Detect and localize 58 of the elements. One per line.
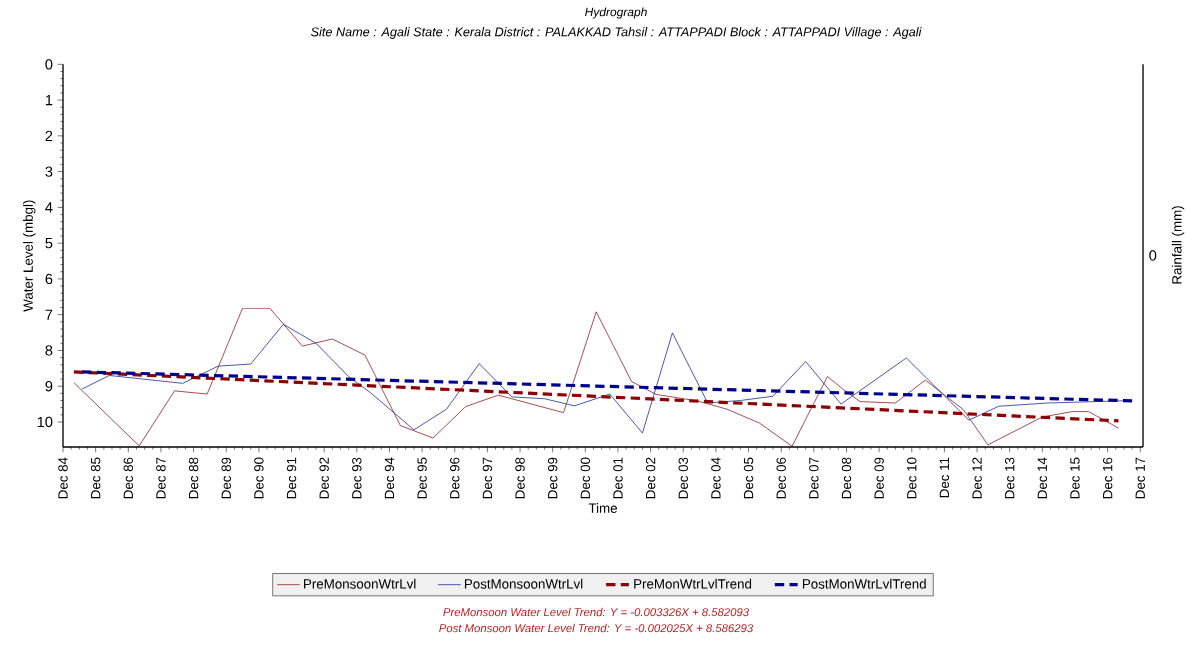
y2-axis-title: Rainfall (mm) bbox=[1171, 206, 1185, 284]
y-tick-label: 0 bbox=[45, 59, 53, 70]
x-tick-label: Dec 15 bbox=[1070, 457, 1080, 499]
x-tick-label: Dec 10 bbox=[907, 457, 917, 499]
x-tick-label: Dec 03 bbox=[678, 457, 688, 499]
y-axis-title: Water Level (mbgl) bbox=[23, 200, 36, 312]
x-tick-label: Dec 97 bbox=[482, 457, 493, 499]
legend-label: PreMonsoonWtrLvl bbox=[304, 578, 416, 589]
x-tick-label: Dec 17 bbox=[1135, 457, 1145, 499]
x-tick-label: Dec 88 bbox=[188, 457, 199, 499]
x-tick-label: Dec 00 bbox=[580, 457, 591, 499]
x-tick-label: Dec 98 bbox=[515, 457, 525, 499]
x-tick-label: Dec 01 bbox=[613, 457, 623, 499]
legend-label: PostMonWtrLvlTrend bbox=[802, 578, 926, 589]
x-tick-label: Dec 96 bbox=[450, 457, 460, 499]
x-tick-label: Dec 04 bbox=[711, 457, 721, 499]
x-tick-label: Dec 16 bbox=[1102, 457, 1113, 499]
x-tick-label: Dec 92 bbox=[319, 457, 329, 499]
y-tick-label: 3 bbox=[45, 166, 53, 177]
x-tick-label: Dec 93 bbox=[352, 457, 362, 499]
x-tick-label: Dec 91 bbox=[286, 457, 297, 499]
x-tick-label: Dec 09 bbox=[874, 457, 884, 499]
line-series bbox=[73, 307, 1119, 447]
x-tick-label: Dec 14 bbox=[1037, 457, 1047, 499]
y-tick-label: 7 bbox=[45, 309, 53, 320]
y-tick-label: 5 bbox=[45, 238, 53, 249]
x-tick-label: Dec 11 bbox=[939, 457, 950, 498]
x-axis-title: Time bbox=[588, 503, 617, 513]
legend-label: PostMonsoonWtrLvl bbox=[464, 578, 583, 589]
x-tick-label: Dec 84 bbox=[58, 457, 68, 499]
x-tick-label: Dec 86 bbox=[123, 457, 134, 499]
x-tick-label: Dec 87 bbox=[156, 457, 166, 499]
text: 0 bbox=[1149, 250, 1157, 261]
legend-label: PreMonWtrLvlTrend bbox=[634, 578, 752, 589]
chart-subtitle: Site Name : Agali State : Kerala District : PALAKKAD Tahsil : ATTAPPADI Block : ATTAPPADI Village : Agali bbox=[310, 27, 922, 39]
y-tick-label: 1 bbox=[45, 95, 53, 106]
x-tick-label: Dec 02 bbox=[645, 457, 656, 499]
x-tick-label: Dec 12 bbox=[972, 457, 982, 499]
y-tick-label: 8 bbox=[45, 345, 53, 356]
y-tick-label: 6 bbox=[45, 273, 53, 285]
x-tick-label: Dec 05 bbox=[743, 457, 754, 499]
text: Post Monsoon Water Level Trend: Y = -0.002025X + 8.586293 bbox=[439, 623, 754, 633]
x-tick-label: Dec 13 bbox=[1004, 457, 1015, 499]
y-tick-label: 4 bbox=[45, 202, 53, 213]
chart-title: Hydrograph bbox=[585, 7, 647, 19]
x-tick-label: Dec 07 bbox=[809, 457, 819, 499]
x-tick-label: Dec 90 bbox=[254, 457, 264, 499]
x-tick-label: Dec 89 bbox=[221, 457, 231, 499]
text: PreMonsoon Water Level Trend: Y = -0.003326X + 8.582093 bbox=[443, 607, 749, 617]
y-tick-label: 2 bbox=[45, 130, 53, 141]
x-tick-label: Dec 95 bbox=[417, 457, 427, 499]
x-tick-label: Dec 85 bbox=[90, 457, 101, 499]
x-tick-label: Dec 94 bbox=[384, 457, 395, 499]
x-tick-label: Dec 08 bbox=[841, 457, 852, 499]
x-tick-label: Dec 99 bbox=[547, 457, 558, 499]
y-tick-label: 10 bbox=[37, 416, 53, 428]
x-tick-label: Dec 06 bbox=[776, 457, 786, 499]
y-tick-label: 9 bbox=[45, 381, 53, 392]
